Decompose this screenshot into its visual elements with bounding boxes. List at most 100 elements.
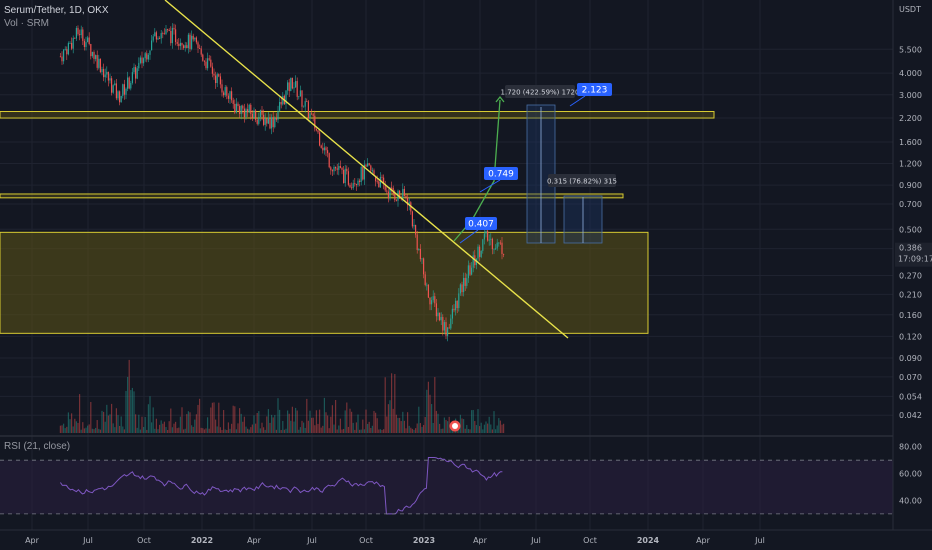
volume-bar: [480, 422, 482, 433]
event-flag-icon-inner: [452, 423, 458, 429]
volume-bar: [63, 423, 65, 433]
candle-body: [114, 83, 116, 86]
volume-bar: [439, 423, 441, 433]
target-label-1: 0.407: [468, 220, 494, 230]
candle-body: [128, 77, 130, 89]
candle-body: [391, 187, 393, 189]
candle-body: [163, 33, 165, 35]
candle-body: [360, 166, 362, 182]
candle-body: [501, 242, 503, 254]
price-tick: 1.600: [899, 138, 922, 147]
candle-body: [125, 88, 127, 95]
price-tick: 0.500: [899, 225, 922, 234]
candle-body: [418, 248, 420, 250]
candle-body: [171, 27, 173, 44]
volume-bar: [88, 424, 90, 433]
candle-body: [285, 90, 287, 105]
volume-bar: [189, 412, 191, 433]
volume-bar: [133, 391, 135, 433]
candle-body: [461, 284, 463, 293]
candle-body: [456, 300, 458, 309]
target-label-2-bg: [484, 167, 518, 180]
candle-body: [466, 278, 468, 286]
volume-bar: [59, 425, 61, 433]
volume-bar: [387, 404, 389, 433]
candle-body: [490, 238, 492, 240]
time-tick: Jul: [82, 536, 93, 545]
candle-body: [75, 27, 77, 39]
volume-bar: [376, 418, 378, 433]
volume-bar: [194, 419, 196, 433]
candle-body: [250, 104, 252, 114]
candle-body: [351, 187, 353, 189]
candle-body: [443, 322, 445, 331]
volume-bar: [157, 429, 159, 433]
drawings[interactable]: 0.315 (76.82%) 315 1.720 (422.59%) 1720 0.…: [164, 0, 617, 432]
candle-body: [274, 117, 276, 128]
volume-bar: [472, 409, 474, 433]
volume-bar: [319, 409, 321, 433]
candle-body: [384, 183, 386, 191]
volume-bar: [386, 416, 388, 433]
volume-bar: [127, 376, 129, 433]
rsi-indicator-label[interactable]: RSI (21, close): [4, 441, 71, 452]
candle-body: [447, 327, 449, 336]
candle-body: [242, 105, 244, 109]
candle-body: [157, 38, 159, 40]
candle-body: [298, 96, 300, 98]
candle-body: [131, 72, 133, 83]
candle-body: [402, 188, 404, 199]
candle-body: [168, 29, 170, 31]
candle-body: [271, 117, 273, 129]
candle-body: [413, 224, 415, 227]
volume-bar: [485, 421, 487, 433]
volume-bar: [107, 415, 109, 433]
volume-bar: [394, 374, 396, 433]
volume-bar: [229, 428, 231, 433]
volume-bar: [315, 410, 317, 433]
volume-bar: [423, 425, 425, 433]
volume-bar: [477, 409, 479, 433]
candle-body: [503, 253, 505, 255]
volume-bar: [128, 359, 130, 433]
volume-bar: [370, 427, 372, 433]
candle-body: [95, 55, 97, 59]
candle-body: [453, 308, 455, 311]
target-pointer-3: [569, 95, 586, 107]
volume-bar: [178, 427, 180, 433]
volume-bar: [471, 410, 473, 433]
symbol-title[interactable]: Serum/Tether, 1D, OKX: [4, 5, 109, 16]
volume-bar: [341, 429, 343, 433]
volume-bar: [170, 408, 172, 433]
candle-body: [491, 238, 493, 250]
candle-body: [243, 108, 245, 118]
volume-indicator-label[interactable]: Vol · SRM: [4, 18, 50, 29]
candle-body: [106, 71, 108, 75]
volume-bar: [253, 415, 255, 433]
volume-bar: [240, 413, 242, 433]
candle-body: [77, 27, 79, 35]
volume-bar: [117, 415, 119, 433]
volume-bar: [344, 410, 346, 433]
volume-bar: [408, 425, 410, 433]
volume-bar: [109, 414, 111, 433]
candle-body: [434, 296, 436, 304]
candle-body: [122, 84, 124, 96]
volume-bar: [407, 412, 409, 433]
time-tick: Apr: [696, 536, 711, 545]
volume-bar: [354, 429, 356, 433]
candle-body: [264, 118, 266, 125]
volume-bar: [248, 429, 250, 433]
volume-bar: [303, 422, 305, 433]
volume-bar: [104, 421, 106, 433]
candle-body: [96, 55, 98, 68]
volume-bar: [378, 429, 380, 433]
volume-bar: [80, 429, 82, 433]
volume-bar: [232, 405, 234, 433]
volume-bar: [162, 423, 164, 433]
candle-body: [373, 170, 375, 176]
volume-bar: [143, 427, 145, 433]
candle-body: [202, 54, 204, 61]
volume-bar: [410, 427, 412, 433]
